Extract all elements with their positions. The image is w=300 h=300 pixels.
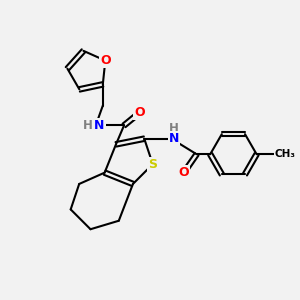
Text: N: N bbox=[94, 119, 105, 132]
Text: O: O bbox=[134, 106, 145, 119]
Text: H: H bbox=[169, 122, 179, 135]
Text: CH₃: CH₃ bbox=[275, 149, 296, 159]
Text: O: O bbox=[178, 166, 189, 179]
Text: H: H bbox=[83, 119, 93, 132]
Text: N: N bbox=[169, 132, 179, 145]
Text: S: S bbox=[148, 158, 157, 171]
Text: O: O bbox=[100, 54, 111, 67]
